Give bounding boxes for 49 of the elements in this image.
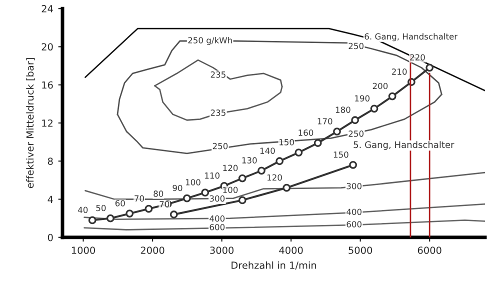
annotation: 150 bbox=[334, 151, 348, 158]
annotation: 140 bbox=[260, 148, 275, 154]
x-tick-label: 2000 bbox=[140, 246, 164, 254]
y-tick-label: 24 bbox=[42, 5, 53, 12]
annotation: 600 bbox=[210, 224, 225, 230]
annotation: 235 bbox=[210, 71, 226, 78]
annotation: 250 bbox=[348, 130, 364, 137]
y-axis-title: effektiver Mitteldruck [bar] bbox=[26, 58, 35, 188]
annotation: 90 bbox=[172, 184, 182, 192]
y-tick-label: 16 bbox=[42, 81, 53, 89]
annotation: 100 bbox=[223, 186, 238, 194]
annotation: 220 bbox=[410, 54, 425, 61]
annotation: 120 bbox=[223, 164, 238, 172]
annotation: 70 bbox=[160, 201, 170, 208]
y-tick-label: 8 bbox=[48, 158, 53, 165]
annotation: 190 bbox=[355, 95, 370, 102]
y-tick-label: 4 bbox=[48, 196, 53, 203]
annotation: 200 bbox=[372, 82, 388, 90]
y-tick-label: 0 bbox=[48, 234, 53, 242]
x-tick-label: 1000 bbox=[72, 246, 96, 254]
annotation: 160 bbox=[298, 130, 314, 136]
annotation: 80 bbox=[154, 190, 164, 197]
annotation: 210 bbox=[392, 68, 407, 75]
annotation: 170 bbox=[318, 118, 332, 124]
annotation: 60 bbox=[115, 200, 125, 206]
series-label: 5. Gang, Handschalter bbox=[354, 141, 454, 150]
annotation: 70 bbox=[134, 195, 144, 202]
annotation: 180 bbox=[336, 106, 350, 113]
annotation: 110 bbox=[205, 172, 220, 179]
annotation: 400 bbox=[210, 215, 225, 222]
annotation: 250 bbox=[348, 42, 364, 50]
y-tick-label: 20 bbox=[42, 43, 53, 51]
annotation: 300 bbox=[346, 182, 362, 190]
annotation: 50 bbox=[96, 204, 106, 212]
annotation: 300 bbox=[210, 195, 225, 202]
annotation: 40 bbox=[78, 206, 88, 214]
x-axis-title: Drehzahl in 1/min bbox=[232, 261, 316, 270]
y-tick-label: 12 bbox=[42, 119, 52, 127]
annotation: 130 bbox=[242, 157, 257, 164]
annotation: 120 bbox=[267, 174, 282, 181]
x-tick-label: 3000 bbox=[210, 246, 234, 254]
x-tick-label: 5000 bbox=[348, 246, 372, 254]
annotation: 150 bbox=[280, 139, 294, 146]
annotation: 250 bbox=[212, 142, 228, 150]
annotation: 6. Gang, Handschalter bbox=[364, 33, 458, 42]
x-tick-label: 4000 bbox=[279, 246, 303, 254]
annotation: 100 bbox=[186, 179, 200, 186]
x-tick-label: 6000 bbox=[418, 246, 442, 254]
annotation: 250 g/kWh bbox=[188, 36, 232, 46]
